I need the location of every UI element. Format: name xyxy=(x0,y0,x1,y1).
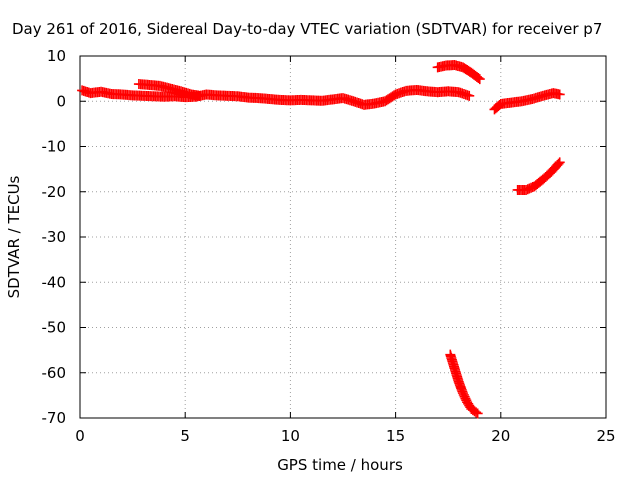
plot-frame xyxy=(79,55,607,419)
data-series-group xyxy=(432,60,485,85)
data-series-group xyxy=(77,84,475,110)
axis-ticks xyxy=(79,55,607,419)
data-point-marker xyxy=(472,408,483,419)
data-point-marker xyxy=(194,90,205,101)
data-series-group xyxy=(133,79,205,101)
grid-lines xyxy=(80,56,606,418)
data-point-marker xyxy=(464,90,475,101)
x-tick-label: 15 xyxy=(386,427,405,445)
chart-title: Day 261 of 2016, Sidereal Day-to-day VTE… xyxy=(12,20,603,38)
data-point-marker xyxy=(474,74,485,85)
data-point-marker xyxy=(471,407,482,418)
y-tick-label: -30 xyxy=(42,228,67,246)
data-point-marker xyxy=(554,89,565,100)
x-tick-label: 10 xyxy=(281,427,300,445)
data-series xyxy=(77,60,565,419)
y-tick-label: -40 xyxy=(42,273,67,291)
x-tick-label: 5 xyxy=(180,427,190,445)
y-tick-label: -60 xyxy=(42,364,67,382)
data-point-marker xyxy=(473,73,484,84)
y-axis-label: SDTVAR / TECUs xyxy=(5,175,23,299)
y-tick-label: -50 xyxy=(42,319,67,337)
data-point-marker xyxy=(554,157,565,168)
data-point-marker xyxy=(493,101,504,112)
data-series-group xyxy=(445,349,483,419)
x-tick-label: 0 xyxy=(75,427,85,445)
tick-labels: 0 5 10 15 20 25 10 0 -10 -20 -30 -40 -50 -60 -70 xyxy=(42,47,616,445)
data-series-group xyxy=(489,88,565,115)
y-tick-label: -20 xyxy=(42,183,67,201)
x-tick-label: 25 xyxy=(596,427,615,445)
y-tick-label: 10 xyxy=(47,47,66,65)
x-tick-label: 20 xyxy=(491,427,510,445)
data-series-group xyxy=(512,157,565,195)
y-tick-label: -70 xyxy=(42,409,67,427)
y-tick-label: -10 xyxy=(42,138,67,156)
y-tick-label: 0 xyxy=(56,92,66,110)
data-point-marker xyxy=(553,158,564,169)
x-axis-label: GPS time / hours xyxy=(277,456,403,474)
